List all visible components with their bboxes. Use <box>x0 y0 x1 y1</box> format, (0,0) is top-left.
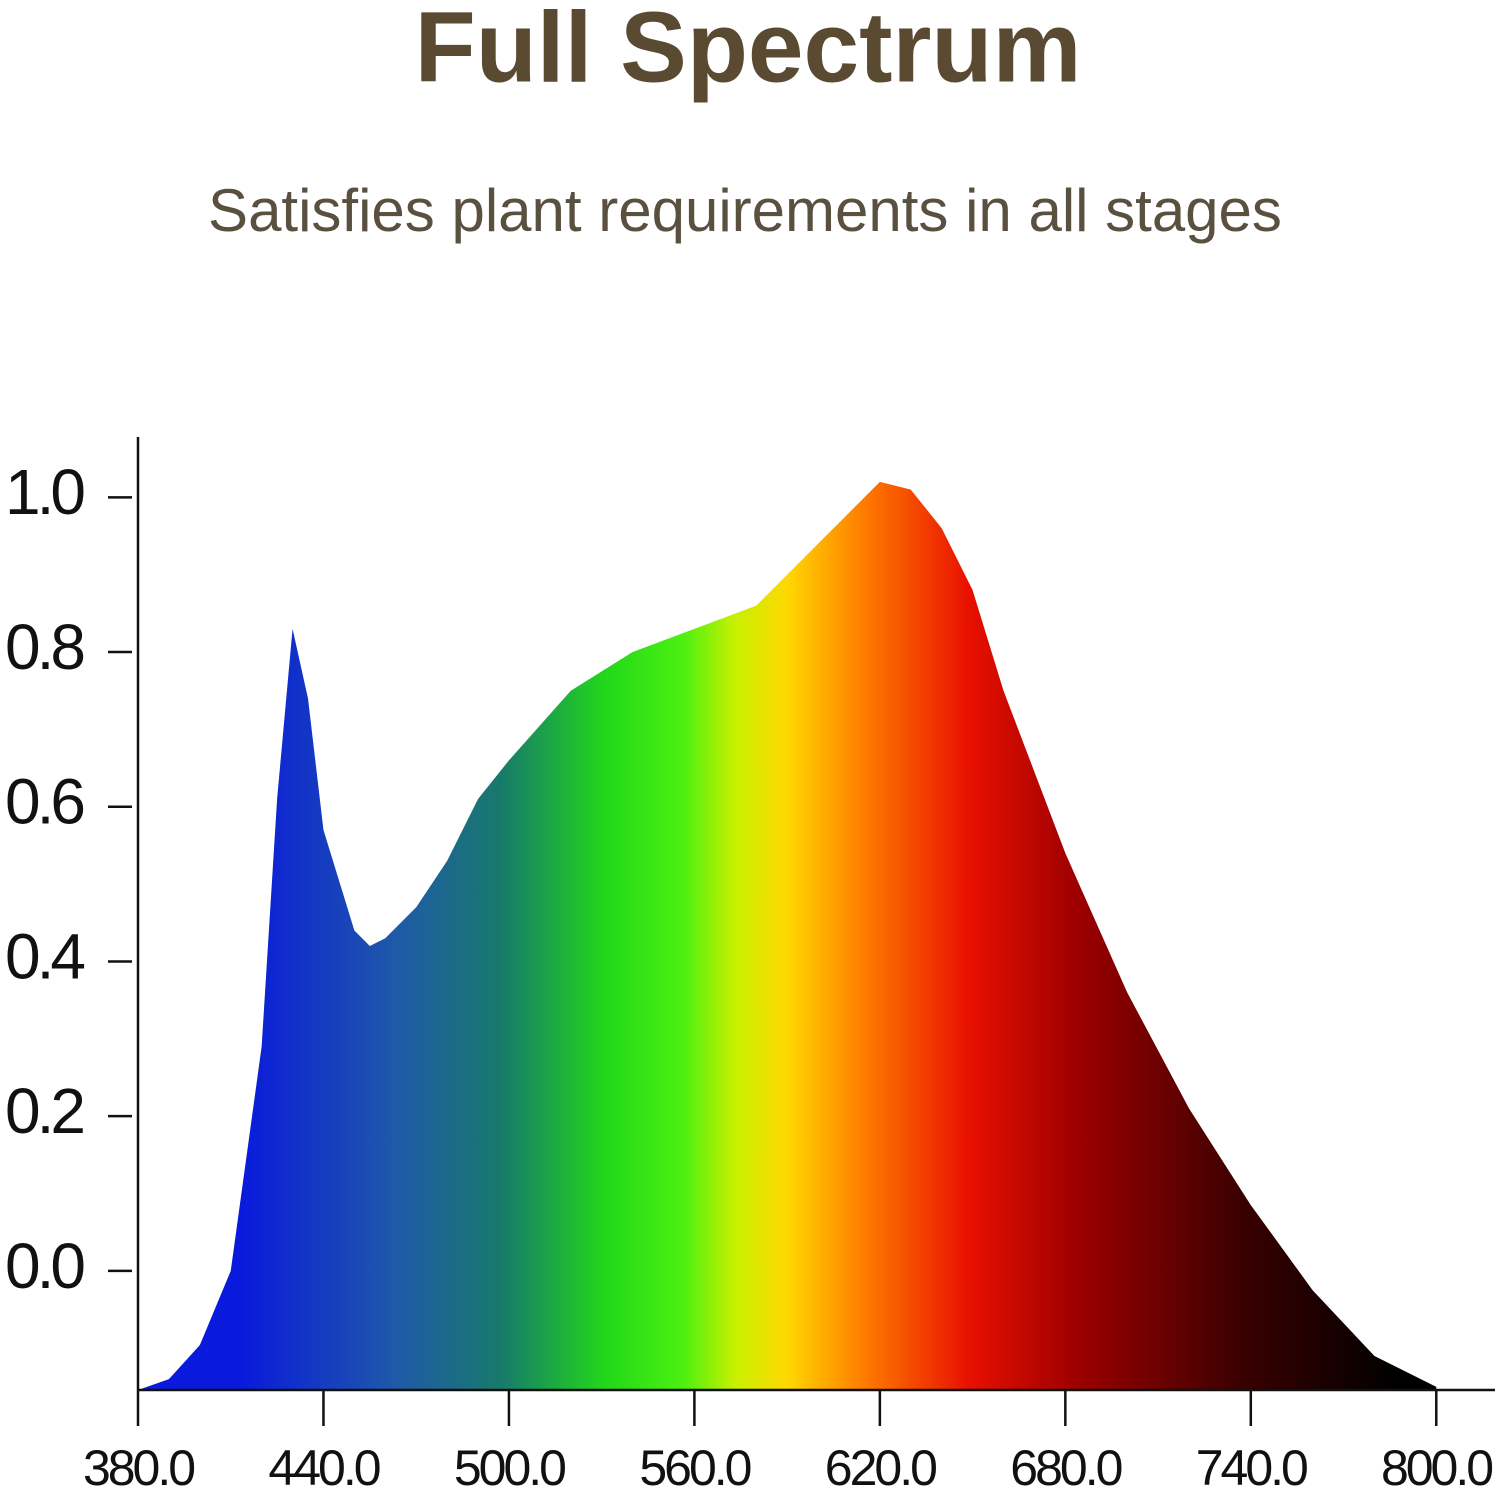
y-tick-label: 0.4 <box>5 920 84 992</box>
x-tick-label: 680.0 <box>1010 1440 1121 1496</box>
y-tick-label: 0.6 <box>5 766 83 838</box>
chart-subtitle: Satisfies plant requirements in all stag… <box>208 177 1282 244</box>
spectrum-area <box>138 481 1437 1391</box>
x-tick-label: 380.0 <box>83 1440 194 1496</box>
y-tick-label: 0.0 <box>5 1230 84 1302</box>
x-tick-label: 560.0 <box>639 1440 750 1496</box>
x-tick-label: 500.0 <box>454 1440 565 1496</box>
chart-title: Full Spectrum <box>415 0 1082 103</box>
x-tick-label: 740.0 <box>1196 1440 1307 1496</box>
y-tick-label: 0.2 <box>5 1075 83 1147</box>
x-tick-label: 800.0 <box>1381 1440 1492 1496</box>
x-tick-label: 620.0 <box>825 1440 936 1496</box>
y-tick-label: 0.8 <box>5 611 83 683</box>
y-tick-label: 1.0 <box>5 456 84 528</box>
x-tick-label: 440.0 <box>268 1440 379 1496</box>
